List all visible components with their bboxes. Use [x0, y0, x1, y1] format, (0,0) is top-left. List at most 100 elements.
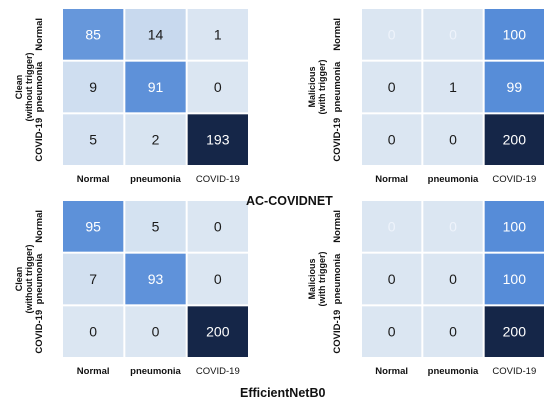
- y-tick-label: COVID-19: [34, 310, 45, 354]
- heatmap-cell: [423, 114, 483, 165]
- cell-value-label: 100: [503, 271, 527, 287]
- cell-value-label: 0: [89, 324, 97, 340]
- heatmap-cell: [63, 9, 124, 60]
- cell-value-label: 0: [214, 218, 222, 234]
- cell-value-label: 100: [503, 26, 527, 42]
- cell-value-label: 193: [206, 132, 230, 148]
- condition-label: Malicious(with trigger): [307, 60, 327, 115]
- cell-value-label: 0: [449, 218, 457, 234]
- x-tick-label: COVID-19: [196, 366, 240, 377]
- heatmap-cell: [423, 61, 483, 113]
- heatmap-cell: [484, 114, 544, 165]
- cell-value-label: 0: [449, 132, 457, 148]
- cell-value-label: 93: [148, 271, 164, 287]
- x-tick-label: Normal: [375, 366, 408, 377]
- y-tick-label: pneumonia: [34, 253, 45, 304]
- heatmap-cell: [423, 306, 483, 357]
- heatmap-cell: [125, 253, 186, 305]
- cell-value-label: 1: [214, 26, 222, 42]
- cell-value-label: 0: [449, 26, 457, 42]
- y-tick-label: COVID-19: [332, 118, 343, 162]
- heatmap-cell: [484, 253, 544, 305]
- heatmap-cell: [125, 201, 186, 252]
- cell-value-label: 2: [152, 132, 160, 148]
- y-tick-label: pneumonia: [332, 61, 343, 112]
- cell-value-label: 5: [152, 218, 160, 234]
- cell-value-label: 0: [152, 324, 160, 340]
- heatmap-cell: [484, 9, 544, 60]
- heatmap-cell: [187, 9, 248, 60]
- model-label-top: AC-COVIDNET: [246, 194, 333, 208]
- heatmap-cell: [362, 9, 422, 60]
- cell-value-label: 0: [388, 324, 396, 340]
- heatmap-cell: [187, 306, 248, 357]
- heatmap-cell: [362, 114, 422, 165]
- condition-label: Malicious(with trigger): [307, 252, 327, 307]
- cell-value-label: 9: [89, 79, 97, 95]
- y-tick-label: Normal: [34, 18, 45, 51]
- cell-value-label: 91: [148, 79, 164, 95]
- heatmap-cell: [125, 9, 186, 60]
- y-tick-label: COVID-19: [34, 118, 45, 162]
- cell-value-label: 200: [503, 324, 527, 340]
- heatmap-cell: [423, 201, 483, 252]
- cell-value-label: 14: [148, 26, 164, 42]
- x-tick-label: COVID-19: [492, 366, 536, 377]
- y-tick-label: pneumonia: [332, 253, 343, 304]
- heatmap-cell: [63, 306, 124, 357]
- cell-value-label: 99: [507, 79, 523, 95]
- y-tick-label: COVID-19: [332, 310, 343, 354]
- heatmap-panel-2: 0 0 100 0 1 99 0 0 200 Normal pneumonia COVID-19 Nor…: [307, 9, 544, 185]
- heatmap-cell: [362, 201, 422, 252]
- cell-value-label: 0: [388, 271, 396, 287]
- heatmap-cell: [484, 61, 544, 113]
- cell-value-label: 0: [388, 26, 396, 42]
- heatmap-cell: [187, 253, 248, 305]
- heatmap-cell: [63, 114, 124, 165]
- y-tick-label: pneumonia: [34, 61, 45, 112]
- heatmap-cell: [187, 61, 248, 113]
- condition-label: Clean(without trigger): [14, 245, 34, 314]
- heatmap-cell: [125, 114, 186, 165]
- cell-value-label: 7: [89, 271, 97, 287]
- heatmap-cell: [63, 61, 124, 113]
- heatmap-cell: [423, 9, 483, 60]
- cell-value-label: 200: [206, 324, 230, 340]
- x-tick-label: Normal: [77, 366, 110, 377]
- cell-value-label: 0: [449, 324, 457, 340]
- heatmap-cell: [125, 61, 186, 113]
- y-tick-label: Normal: [332, 210, 343, 243]
- heatmap-cell: [484, 201, 544, 252]
- x-tick-label: pneumonia: [428, 366, 479, 377]
- cell-value-label: 200: [503, 132, 527, 148]
- heatmap-cell: [362, 253, 422, 305]
- condition-label: Clean(without trigger): [14, 53, 34, 122]
- heatmap-panel-1: 85 14 1 9 91 0 5 2 193 Normal pneumonia COVID-19 Nor…: [14, 9, 248, 185]
- cell-value-label: 0: [388, 132, 396, 148]
- cell-value-label: 85: [85, 26, 101, 42]
- cell-value-label: 5: [89, 132, 97, 148]
- y-tick-label: Normal: [34, 210, 45, 243]
- cell-value-label: 100: [503, 218, 527, 234]
- y-tick-label: Normal: [332, 18, 343, 51]
- x-tick-label: Normal: [375, 174, 408, 185]
- heatmap-cell: [362, 306, 422, 357]
- x-tick-label: pneumonia: [428, 174, 479, 185]
- cell-value-label: 0: [214, 79, 222, 95]
- heatmap-panel-3: 95 5 0 7 93 0 0 0 200 Normal pneumonia COVID-19 Norm…: [14, 201, 248, 377]
- heatmap-cell: [362, 61, 422, 113]
- model-label-bottom: EfficientNetB0: [240, 386, 325, 400]
- cell-value-label: 0: [388, 218, 396, 234]
- cell-value-label: 95: [85, 218, 101, 234]
- cell-value-label: 0: [449, 271, 457, 287]
- x-tick-label: Normal: [77, 174, 110, 185]
- cell-value-label: 1: [449, 79, 457, 95]
- heatmap-cell: [63, 201, 124, 252]
- x-tick-label: COVID-19: [196, 174, 240, 185]
- x-tick-label: pneumonia: [130, 366, 181, 377]
- heatmap-cell: [484, 306, 544, 357]
- heatmap-cell: [63, 253, 124, 305]
- heatmap-panel-4: 0 0 100 0 0 100 0 0 200 Normal pneumonia COVID-19 No…: [307, 201, 544, 377]
- cell-value-label: 0: [388, 79, 396, 95]
